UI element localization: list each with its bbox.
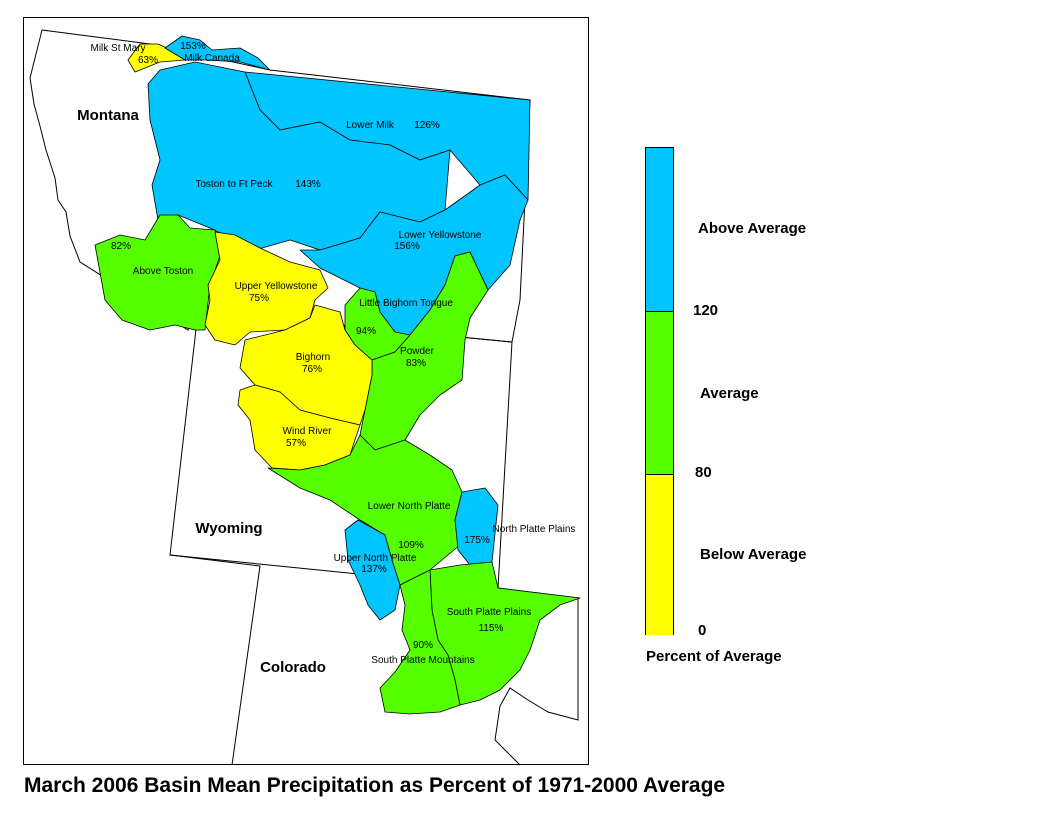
basin-name-little-bighorn-tongue: Little Bighorn Tongue bbox=[359, 298, 453, 309]
basin-pct-lower-yellowstone: 156% bbox=[394, 241, 420, 252]
basin-name-south-platte-plains: South Platte Plains bbox=[447, 607, 532, 618]
map-frame bbox=[23, 17, 589, 765]
legend-label-average: Average bbox=[700, 385, 759, 402]
state-label-colorado: Colorado bbox=[260, 659, 326, 676]
basin-pct-upper-yellowstone: 75% bbox=[249, 293, 269, 304]
basin-name-powder: Powder bbox=[400, 346, 435, 357]
legend-segment-below bbox=[646, 474, 673, 635]
legend-tick-80: 80 bbox=[695, 464, 712, 481]
legend-tick-0: 0 bbox=[698, 622, 707, 639]
basin-labels: Milk St Mary 63% 153% Milk Canada Lower … bbox=[91, 41, 576, 666]
basin-name-south-platte-mountains: South Platte Mountains bbox=[371, 655, 474, 666]
basin-upper-north-platte bbox=[344, 519, 401, 621]
basin-name-lower-yellowstone: Lower Yellowstone bbox=[399, 230, 482, 241]
basin-pct-wind-river: 57% bbox=[286, 438, 306, 449]
basin-pct-above-toston: 82% bbox=[111, 241, 131, 252]
basin-name-bighorn: Bighorn bbox=[296, 352, 330, 363]
basin-name-toston-ft-peck: Toston to Ft Peck bbox=[195, 179, 273, 190]
legend-segment-average bbox=[646, 311, 673, 475]
basin-pct-north-platte-plains: 175% bbox=[464, 535, 490, 546]
legend-segment-above bbox=[646, 148, 673, 311]
basin-name-upper-yellowstone: Upper Yellowstone bbox=[235, 281, 318, 292]
basin-pct-lower-north-platte: 109% bbox=[398, 540, 424, 551]
basin-pct-upper-north-platte: 137% bbox=[361, 564, 387, 575]
colorado-boundary bbox=[169, 554, 579, 766]
state-label-montana: Montana bbox=[77, 107, 139, 124]
basin-pct-south-platte-mountains: 90% bbox=[413, 640, 433, 651]
legend-label-below: Below Average bbox=[700, 546, 807, 563]
basin-name-upper-north-platte: Upper North Platte bbox=[334, 553, 417, 564]
basin-pct-south-platte-plains: 115% bbox=[479, 623, 504, 634]
basin-pct-little-bighorn-tongue: 94% bbox=[356, 326, 376, 337]
basin-north-platte-plains bbox=[454, 487, 499, 566]
map-caption: March 2006 Basin Mean Precipitation as P… bbox=[24, 774, 726, 797]
basins bbox=[94, 35, 581, 715]
legend-tick-120: 120 bbox=[693, 302, 719, 319]
basin-pct-milk-canada: 153% bbox=[180, 41, 206, 52]
basin-name-milk-st-mary: Milk St Mary bbox=[91, 43, 146, 54]
basin-name-lower-milk: Lower Milk bbox=[346, 120, 395, 131]
legend-title: Percent of Average bbox=[646, 648, 782, 665]
legend-label-above: Above Average bbox=[698, 220, 807, 237]
legend-color-bar bbox=[645, 147, 674, 635]
basin-map: Montana Wyoming Colorado Milk St Mary 63… bbox=[29, 29, 581, 766]
basin-pct-bighorn: 76% bbox=[302, 364, 322, 375]
basin-name-above-toston: Above Toston bbox=[133, 266, 193, 277]
basin-name-lower-north-platte: Lower North Platte bbox=[368, 501, 451, 512]
basin-name-milk-canada: Milk Canada bbox=[184, 53, 240, 64]
basin-name-wind-river: Wind River bbox=[283, 426, 333, 437]
basin-pct-lower-milk: 126% bbox=[414, 120, 440, 131]
basin-milk-canada bbox=[164, 35, 271, 71]
basin-pct-milk-st-mary: 63% bbox=[138, 55, 158, 66]
basin-south-platte-mountains bbox=[379, 569, 461, 715]
basin-pct-powder: 83% bbox=[406, 358, 426, 369]
state-label-wyoming: Wyoming bbox=[195, 520, 262, 537]
basin-pct-toston-ft-peck: 143% bbox=[295, 179, 321, 190]
basin-name-north-platte-plains: North Platte Plains bbox=[493, 524, 576, 535]
